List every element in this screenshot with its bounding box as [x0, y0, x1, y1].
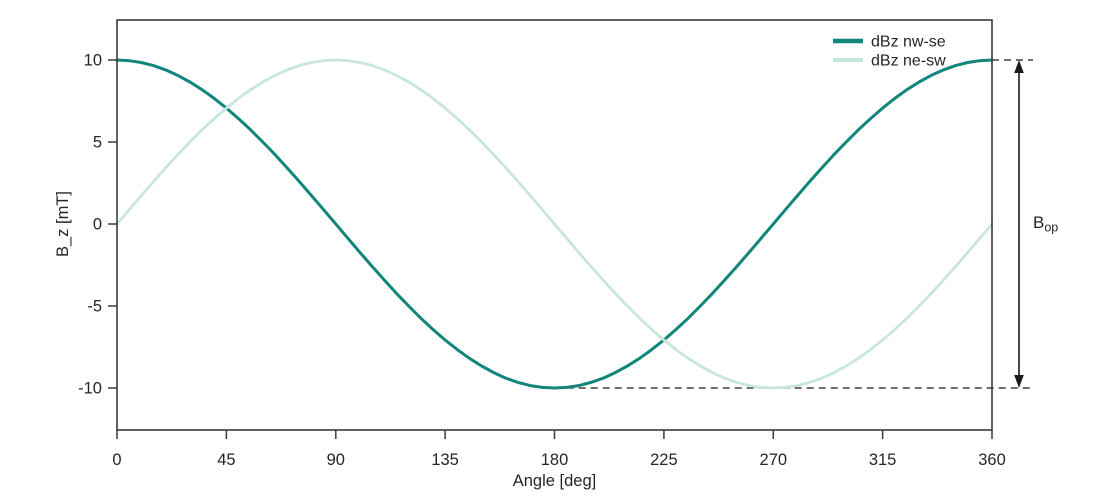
x-tick-label: 90 — [327, 451, 345, 469]
curve-dbz-nw-se — [115, 58, 994, 390]
x-tick-label: 315 — [869, 451, 897, 469]
legend-label-dbz-ne-sw: dBz ne-sw — [871, 53, 946, 70]
bop-label-main: B — [1033, 213, 1044, 232]
y-tick-label: 10 — [84, 52, 102, 70]
x-tick-label: 45 — [217, 451, 235, 469]
x-tick-label: 225 — [650, 451, 678, 469]
y-tick-label: -5 — [87, 298, 102, 316]
bop-label: Bop — [1033, 213, 1058, 235]
x-tick-label: 180 — [541, 451, 569, 469]
x-tick-label: 360 — [978, 451, 1006, 469]
legend-label-dbz-nw-se: dBz nw-se — [871, 34, 946, 51]
curve-dbz-ne-sw — [115, 58, 994, 390]
x-tick-label: 135 — [431, 451, 459, 469]
x-tick-label: 270 — [760, 451, 788, 469]
y-axis-label: B_z [mT] — [54, 191, 72, 257]
bop-label-sub: op — [1044, 221, 1058, 235]
bop-arrowhead-up — [1014, 60, 1024, 73]
x-axis-label: Angle [deg] — [513, 472, 596, 490]
y-tick-label: -10 — [78, 380, 102, 398]
y-tick-label: 5 — [93, 134, 102, 152]
x-tick-label: 0 — [112, 451, 121, 469]
bop-arrowhead-down — [1014, 375, 1024, 388]
y-tick-label: 0 — [93, 216, 102, 234]
